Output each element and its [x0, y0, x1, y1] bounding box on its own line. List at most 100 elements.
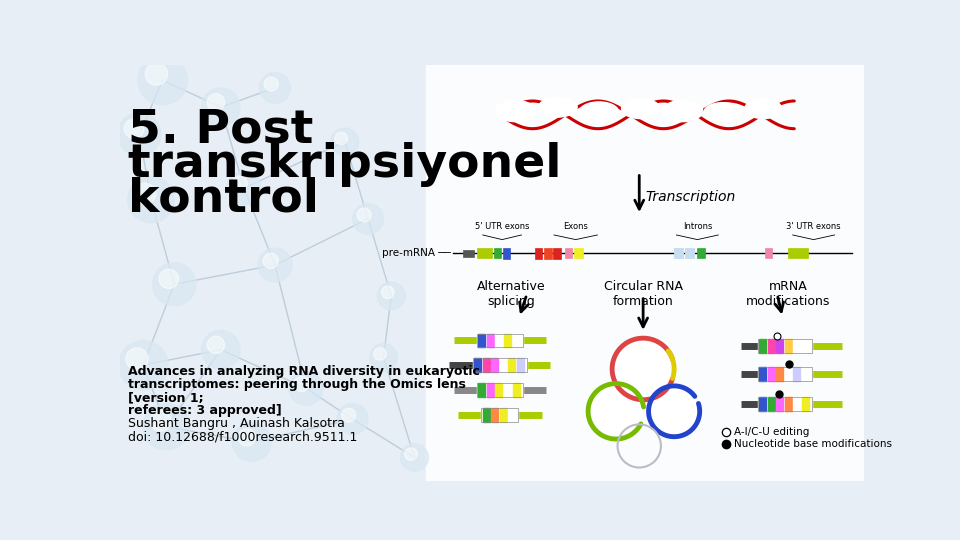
- Circle shape: [289, 372, 324, 405]
- Bar: [487, 383, 494, 397]
- Circle shape: [143, 403, 190, 450]
- Circle shape: [357, 208, 372, 222]
- Ellipse shape: [495, 100, 536, 122]
- Circle shape: [377, 282, 405, 309]
- Text: Introns: Introns: [683, 222, 712, 231]
- Circle shape: [126, 348, 148, 370]
- Bar: [802, 367, 809, 381]
- Bar: [794, 367, 801, 381]
- Bar: [504, 383, 511, 397]
- Circle shape: [259, 72, 291, 103]
- Text: kontrol: kontrol: [128, 177, 319, 221]
- Ellipse shape: [621, 99, 660, 119]
- Bar: [487, 334, 494, 347]
- Bar: [564, 248, 572, 259]
- Circle shape: [335, 132, 348, 145]
- Circle shape: [263, 253, 278, 268]
- Circle shape: [381, 286, 394, 299]
- Bar: [785, 367, 792, 381]
- Bar: [513, 334, 519, 347]
- Bar: [513, 383, 519, 397]
- Circle shape: [613, 340, 673, 398]
- Circle shape: [258, 248, 292, 282]
- Text: Advances in analyzing RNA diversity in eukaryotic: Advances in analyzing RNA diversity in e…: [128, 365, 480, 378]
- Text: Alternative
splicing: Alternative splicing: [477, 280, 545, 308]
- Bar: [757, 367, 812, 381]
- Circle shape: [150, 410, 171, 431]
- Bar: [802, 397, 809, 410]
- Circle shape: [227, 171, 261, 205]
- Text: Nucleotide base modifications: Nucleotide base modifications: [733, 440, 892, 449]
- Circle shape: [373, 348, 386, 360]
- Bar: [777, 367, 783, 381]
- Circle shape: [405, 448, 418, 460]
- Bar: [477, 334, 522, 347]
- Bar: [697, 248, 706, 259]
- Bar: [802, 339, 809, 353]
- Ellipse shape: [704, 103, 742, 123]
- Bar: [794, 397, 801, 410]
- Bar: [504, 334, 511, 347]
- Circle shape: [400, 444, 428, 471]
- Text: Transcription: Transcription: [645, 190, 735, 204]
- Bar: [757, 397, 812, 410]
- Ellipse shape: [579, 102, 619, 123]
- Text: 5' UTR exons: 5' UTR exons: [475, 222, 529, 231]
- Bar: [481, 408, 518, 422]
- Bar: [478, 334, 486, 347]
- Circle shape: [207, 93, 225, 111]
- Ellipse shape: [539, 97, 577, 117]
- Circle shape: [352, 204, 383, 234]
- Text: 5. Post: 5. Post: [128, 107, 313, 152]
- Ellipse shape: [745, 99, 781, 119]
- Bar: [768, 397, 775, 410]
- Text: referees: 3 approved]: referees: 3 approved]: [128, 404, 281, 417]
- Bar: [785, 339, 792, 353]
- Circle shape: [238, 429, 255, 446]
- Bar: [544, 248, 552, 259]
- Bar: [553, 248, 561, 259]
- Circle shape: [124, 119, 144, 138]
- Text: transkripsiyonel: transkripsiyonel: [128, 142, 563, 187]
- Circle shape: [153, 262, 196, 306]
- Bar: [476, 248, 492, 259]
- Text: Circular RNA
formation: Circular RNA formation: [604, 280, 683, 308]
- Text: transcriptomes: peering through the Omics lens: transcriptomes: peering through the Omic…: [128, 378, 466, 391]
- Circle shape: [650, 387, 698, 435]
- FancyBboxPatch shape: [426, 65, 864, 481]
- Bar: [481, 408, 518, 422]
- Bar: [508, 358, 516, 372]
- Circle shape: [159, 269, 179, 288]
- Circle shape: [138, 56, 187, 105]
- Circle shape: [264, 77, 278, 91]
- Bar: [516, 358, 524, 372]
- Circle shape: [118, 112, 161, 156]
- Bar: [508, 408, 516, 422]
- Circle shape: [145, 63, 168, 85]
- Circle shape: [128, 177, 175, 222]
- Bar: [757, 367, 812, 381]
- Bar: [472, 358, 527, 372]
- Text: Sushant Bangru , Auinash Kalsotra: Sushant Bangru , Auinash Kalsotra: [128, 417, 345, 430]
- Text: Exons: Exons: [564, 222, 588, 231]
- Bar: [495, 334, 502, 347]
- Circle shape: [337, 403, 368, 434]
- Bar: [768, 339, 775, 353]
- Circle shape: [331, 128, 359, 156]
- Bar: [759, 397, 766, 410]
- Bar: [759, 339, 766, 353]
- Text: mRNA
modifications: mRNA modifications: [746, 280, 830, 308]
- Circle shape: [202, 88, 240, 126]
- Bar: [483, 358, 490, 372]
- Bar: [757, 339, 812, 353]
- Bar: [464, 249, 474, 257]
- Circle shape: [134, 184, 156, 204]
- Bar: [768, 367, 775, 381]
- Text: doi: 10.12688/f1000research.9511.1: doi: 10.12688/f1000research.9511.1: [128, 430, 357, 443]
- Bar: [777, 339, 783, 353]
- Bar: [492, 358, 498, 372]
- Circle shape: [294, 376, 309, 392]
- Text: A-I/C-U editing: A-I/C-U editing: [733, 427, 809, 437]
- Bar: [788, 248, 808, 259]
- Bar: [472, 358, 527, 372]
